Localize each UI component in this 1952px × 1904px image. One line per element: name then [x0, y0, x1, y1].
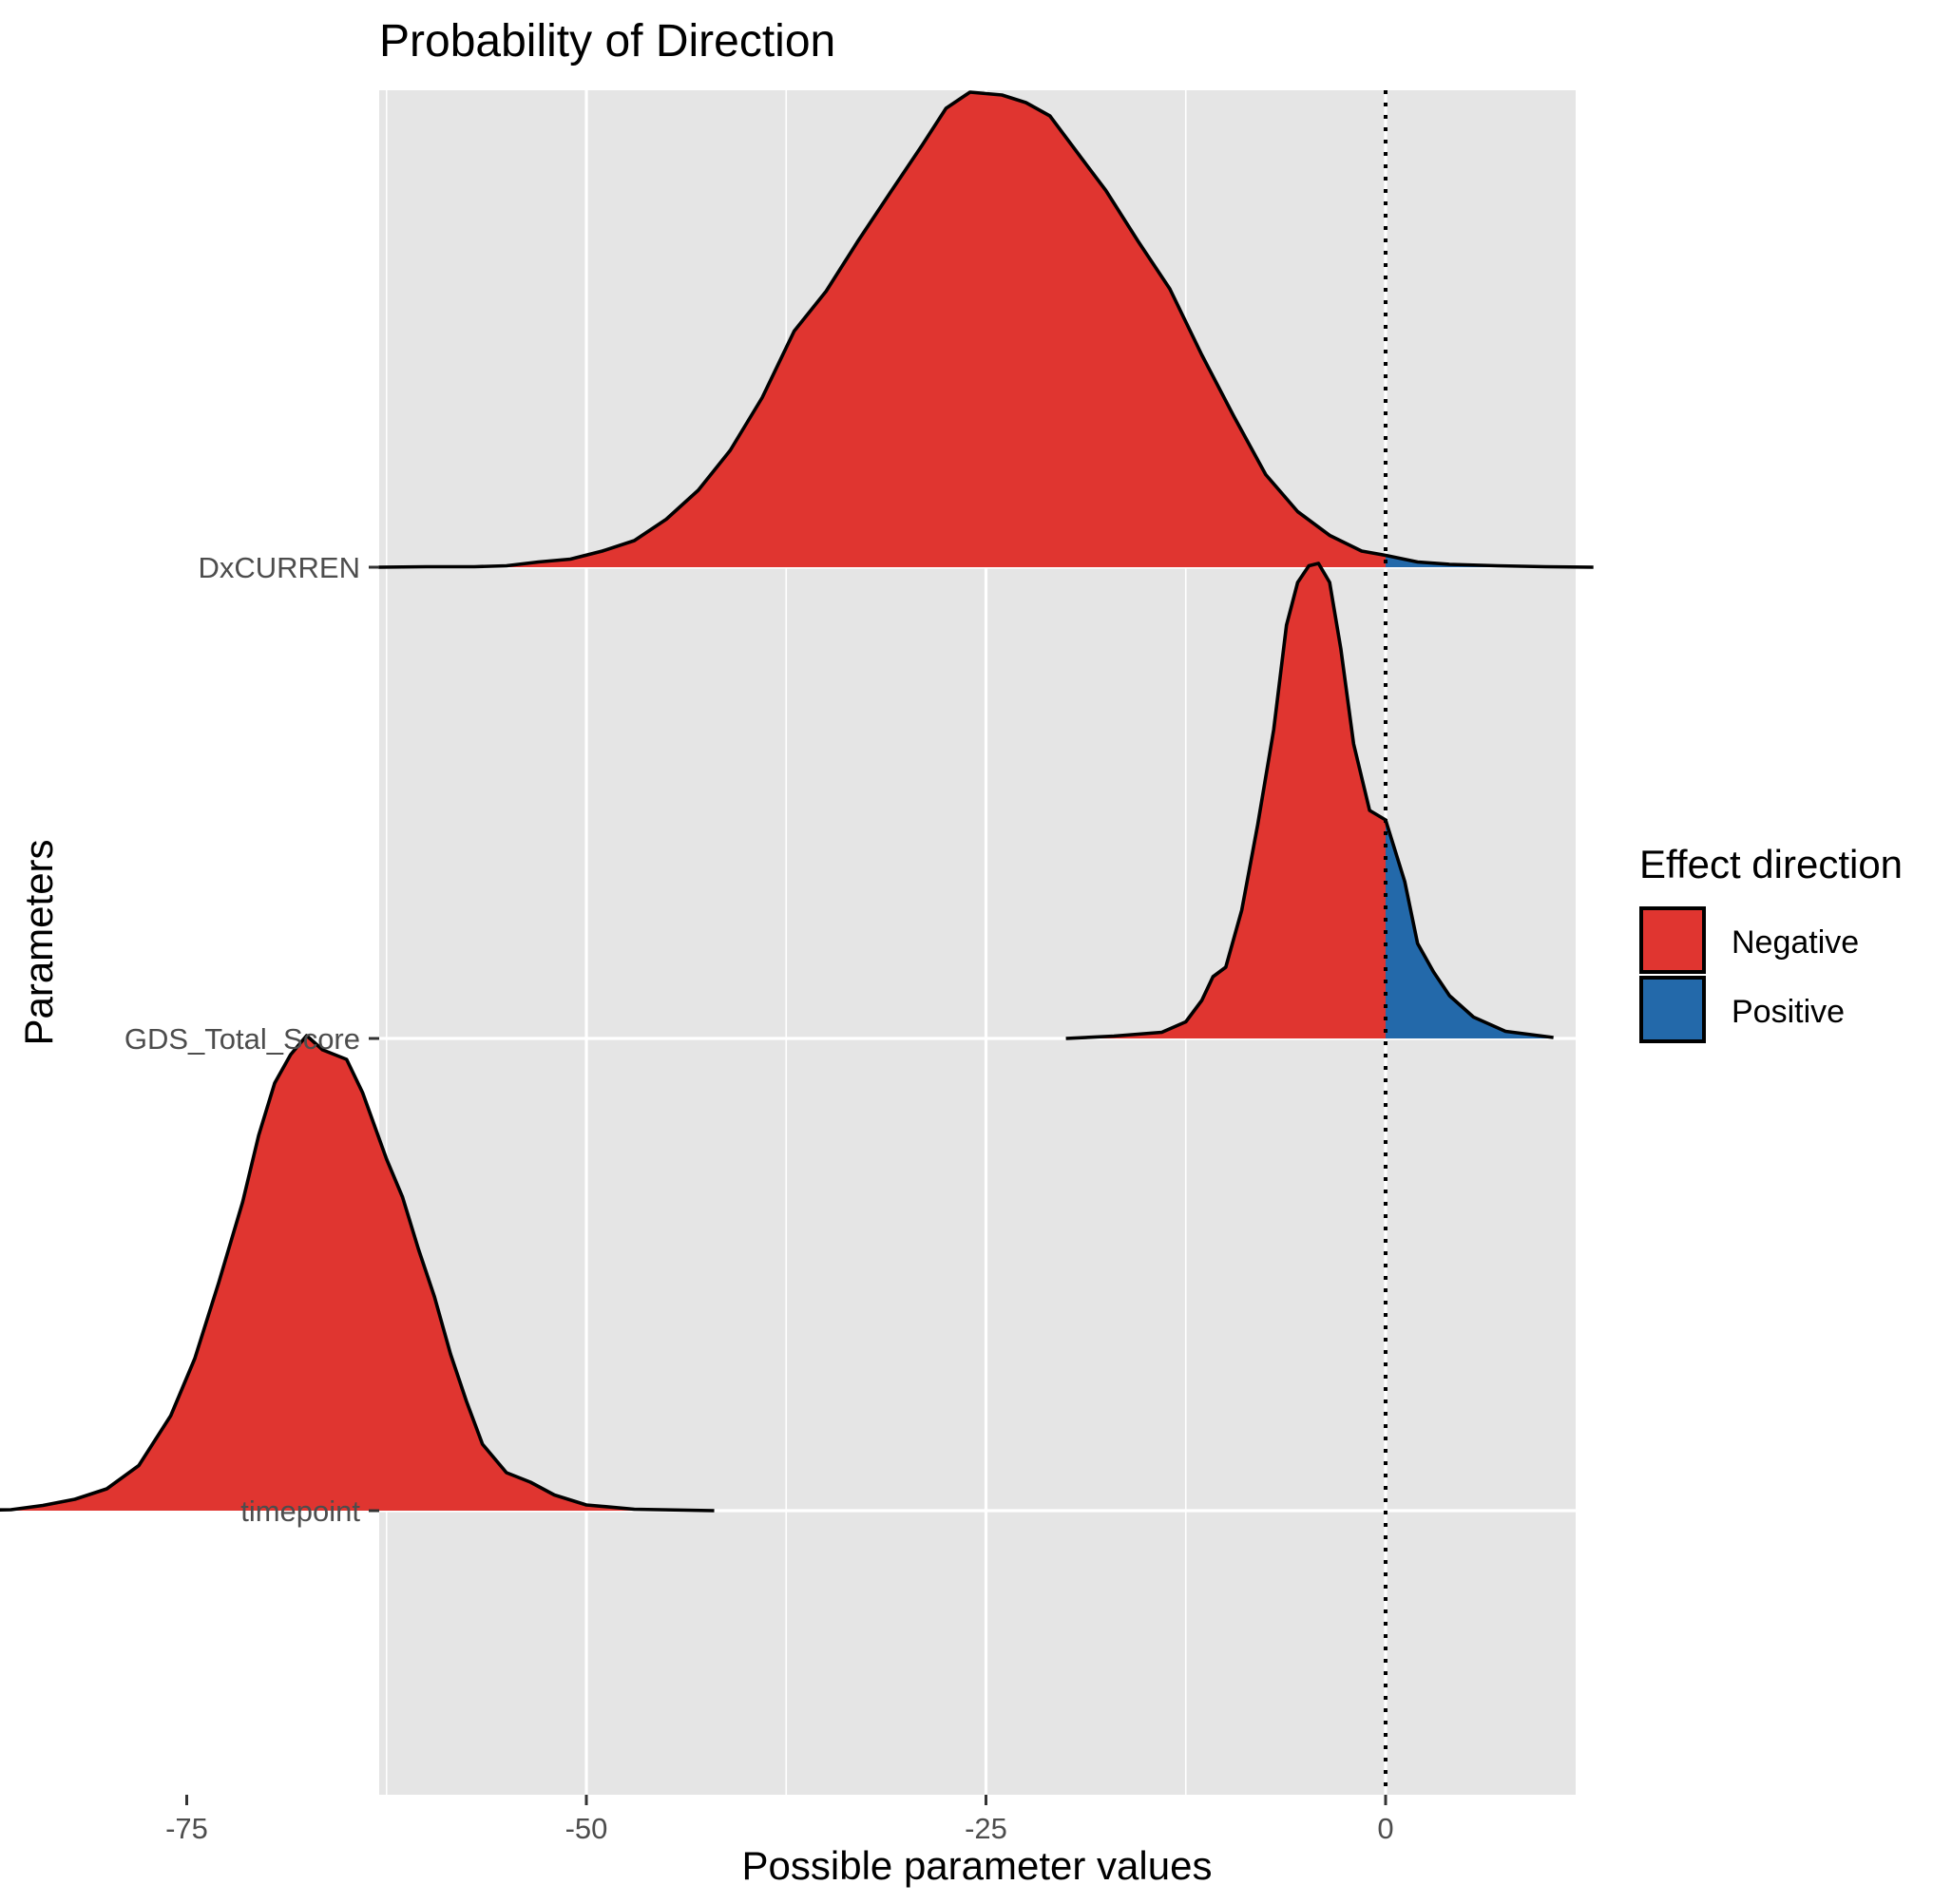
- ridge-negative-gds-total-score: [1065, 563, 1386, 1038]
- ridge-positive-gds-total-score: [1386, 820, 1554, 1038]
- legend-key-positive: [1639, 976, 1706, 1043]
- density-ridges: [0, 90, 1594, 1513]
- x-axis: -75 -50 -25 0: [165, 1795, 1394, 1845]
- y-tick-label: DxCURREN: [199, 551, 361, 584]
- y-tick-label: timepoint: [240, 1495, 360, 1528]
- x-tick-label: 0: [1377, 1812, 1393, 1845]
- y-tick-label: GDS_Total_Score: [124, 1022, 360, 1056]
- chart-title: Probability of Direction: [379, 16, 835, 67]
- legend: Effect direction Negative Positive: [1639, 842, 1903, 1043]
- ridge-negative-timepoint: [0, 1036, 715, 1511]
- legend-label-negative: Negative: [1732, 924, 1859, 961]
- x-tick-label: -75: [165, 1812, 208, 1845]
- x-tick-label: -50: [565, 1812, 608, 1845]
- x-axis-title: Possible parameter values: [742, 1843, 1213, 1888]
- ridge-outline-timepoint: [0, 1034, 715, 1513]
- legend-key-negative: [1639, 906, 1706, 974]
- legend-title: Effect direction: [1639, 842, 1903, 886]
- x-tick-label: -25: [965, 1812, 1007, 1845]
- ridge-outline-dxcurren: [378, 90, 1594, 569]
- ridge-outline-gds-total-score: [1065, 562, 1554, 1040]
- y-axis-title: Parameters: [16, 839, 61, 1045]
- y-axis: DxCURREN GDS_Total_Score timepoint: [124, 551, 379, 1528]
- ridge-negative-dxcurren: [378, 92, 1387, 567]
- legend-label-positive: Positive: [1732, 994, 1845, 1030]
